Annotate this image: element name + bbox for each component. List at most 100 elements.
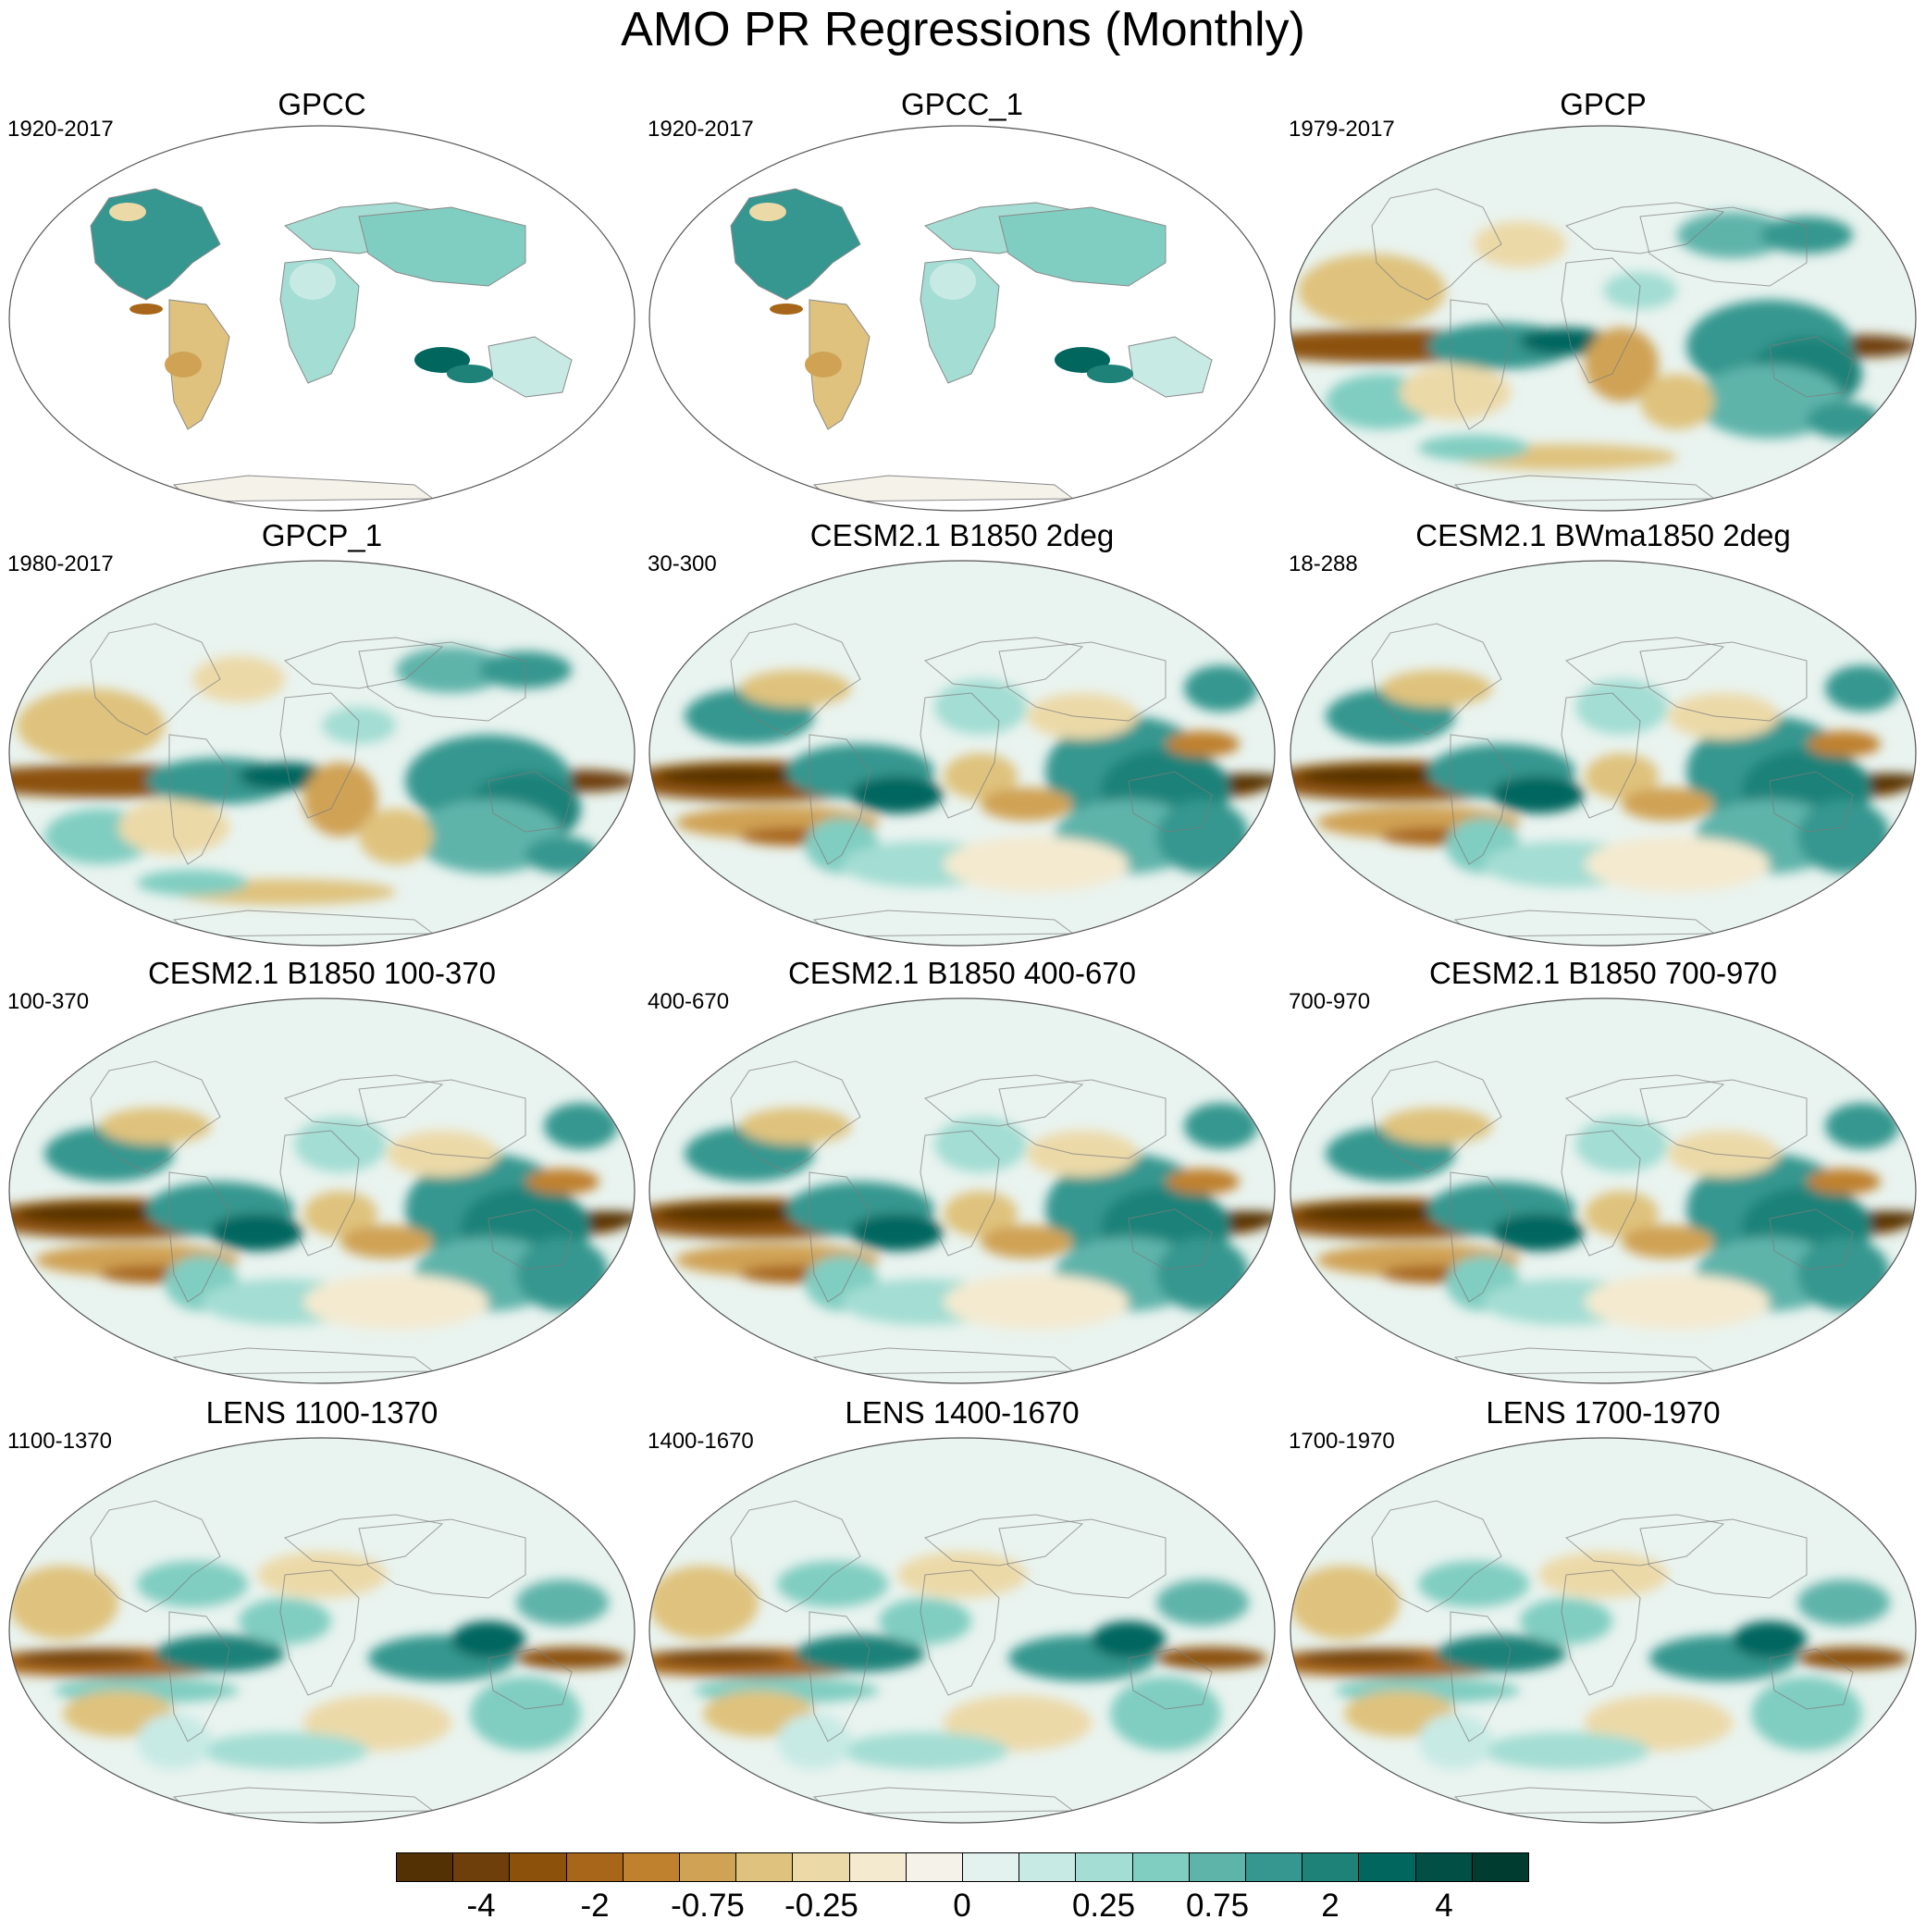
precipitation-field (649, 561, 1275, 946)
colorbar-tick-label: -2 (580, 1888, 610, 1924)
panel-title: CESM2.1 B1850 400-670 (787, 956, 1137, 990)
map-panel: LENS 1400-1670 1400-1670 (648, 1395, 1277, 1841)
colorbar-tick-label: 4 (1435, 1888, 1453, 1924)
precipitation-field (1290, 561, 1916, 946)
map-frame (648, 125, 1276, 512)
precipitation-field (1290, 1438, 1916, 1823)
world-map (1290, 125, 1917, 512)
panel-period-label: 1700-1970 (1289, 1429, 1395, 1454)
precipitation-field (649, 126, 1275, 511)
colorbar-swatch (793, 1853, 850, 1881)
colorbar-swatch (1415, 1853, 1473, 1881)
colorbar-swatch (623, 1853, 681, 1881)
panel-period-label: 1920-2017 (648, 117, 754, 142)
world-map (8, 560, 636, 947)
colorbar-labels: -4 -2 -0.75 -0.25 0 0.25 0.75 2 4 (396, 1888, 1529, 1928)
panel-period-label: 1979-2017 (1289, 117, 1395, 142)
map-frame (8, 125, 636, 512)
map-panel: CESM2.1 BWma1850 2deg 18-288 (1289, 518, 1918, 964)
colorbar-swatch (1189, 1853, 1247, 1881)
colorbar-tick-label: 0.25 (1071, 1888, 1136, 1924)
panel-period-label: 1400-1670 (648, 1429, 754, 1454)
world-map (1290, 997, 1917, 1384)
map-panel: CESM2.1 B1850 700-970 700-970 (1289, 956, 1918, 1402)
figure-title: AMO PR Regressions (Monthly) (621, 3, 1305, 56)
colorbar-swatch (397, 1853, 454, 1881)
map-frame (1290, 1437, 1917, 1824)
map-frame (1290, 997, 1917, 1384)
precipitation-field (9, 998, 635, 1383)
colorbar-swatch (1019, 1853, 1077, 1881)
map-panel: CESM2.1 B1850 100-370 100-370 (7, 956, 636, 1402)
map-panel: LENS 1700-1970 1700-1970 (1289, 1395, 1918, 1841)
world-map (8, 125, 636, 512)
panel-period-label: 700-970 (1289, 989, 1371, 1014)
panel-title: CESM2.1 BWma1850 2deg (1415, 518, 1791, 552)
map-frame (648, 997, 1276, 1384)
world-map (648, 125, 1276, 512)
precipitation-field (9, 126, 635, 511)
panel-period-label: 400-670 (648, 989, 730, 1014)
map-panel: GPCC 1920-2017 (7, 87, 636, 529)
world-map (1290, 560, 1917, 947)
precipitation-field (649, 1438, 1275, 1823)
panel-title: CESM2.1 B1850 700-970 (1428, 956, 1778, 990)
map-frame (1290, 560, 1917, 947)
precipitation-field (9, 561, 635, 946)
panel-period-label: 1920-2017 (7, 117, 114, 142)
panel-title: CESM2.1 B1850 100-370 (147, 956, 497, 990)
colorbar-tick-label: 0 (953, 1888, 971, 1924)
panel-title: LENS 1100-1370 (205, 1395, 438, 1430)
map-panel: LENS 1100-1370 1100-1370 (7, 1395, 636, 1841)
map-panel: CESM2.1 B1850 400-670 400-670 (648, 956, 1277, 1402)
precipitation-field (1290, 998, 1916, 1383)
colorbar-swatch (566, 1853, 623, 1881)
colorbar-tick-label: -4 (466, 1888, 496, 1924)
colorbar-tick-label: -0.25 (784, 1888, 858, 1924)
map-panel: GPCP 1979-2017 (1289, 87, 1918, 529)
panel-title: GPCP_1 (261, 518, 383, 552)
colorbar-swatch (1303, 1853, 1360, 1881)
colorbar-tick-label: 0.75 (1185, 1888, 1250, 1924)
colorbar-swatch (1076, 1853, 1133, 1881)
world-map (1290, 1437, 1917, 1824)
map-frame (648, 1437, 1276, 1824)
colorbar-swatch (849, 1853, 907, 1881)
precipitation-field (9, 1438, 635, 1823)
precipitation-field (649, 998, 1275, 1383)
panel-title: CESM2.1 B1850 2deg (809, 518, 1115, 552)
map-frame (8, 1437, 636, 1824)
panel-title: LENS 1400-1670 (845, 1395, 1080, 1430)
map-panel: GPCP_1 1980-2017 (7, 518, 636, 964)
colorbar-swatch (1246, 1853, 1303, 1881)
panel-period-label: 1980-2017 (7, 551, 114, 576)
map-frame (648, 560, 1276, 947)
panel-period-label: 18-288 (1289, 551, 1358, 576)
map-frame (8, 560, 636, 947)
world-map (8, 997, 636, 1384)
map-panel: GPCC_1 1920-2017 (648, 87, 1277, 529)
colorbar-swatch (510, 1853, 567, 1881)
panel-title: GPCP (1560, 87, 1647, 121)
colorbar-swatch (1472, 1853, 1529, 1881)
world-map (648, 997, 1276, 1384)
colorbar-tick-label: -0.75 (671, 1888, 745, 1924)
colorbar-swatch (963, 1853, 1020, 1881)
panel-title: GPCC (278, 87, 366, 121)
colorbar (396, 1852, 1529, 1882)
panel-period-label: 30-300 (648, 551, 717, 576)
colorbar-swatch (453, 1853, 511, 1881)
world-map (648, 1437, 1276, 1824)
panel-period-label: 100-370 (7, 989, 90, 1014)
map-panel: CESM2.1 B1850 2deg 30-300 (648, 518, 1277, 964)
colorbar-tick-label: 2 (1321, 1888, 1340, 1924)
precipitation-field (1290, 126, 1916, 511)
panel-period-label: 1100-1370 (7, 1429, 112, 1454)
colorbar-swatch (736, 1853, 794, 1881)
panel-title: GPCC_1 (900, 87, 1024, 121)
map-frame (1290, 125, 1917, 512)
colorbar-swatch (680, 1853, 737, 1881)
colorbar-swatch (1359, 1853, 1416, 1881)
world-map (648, 560, 1276, 947)
colorbar-swatch (906, 1853, 964, 1881)
